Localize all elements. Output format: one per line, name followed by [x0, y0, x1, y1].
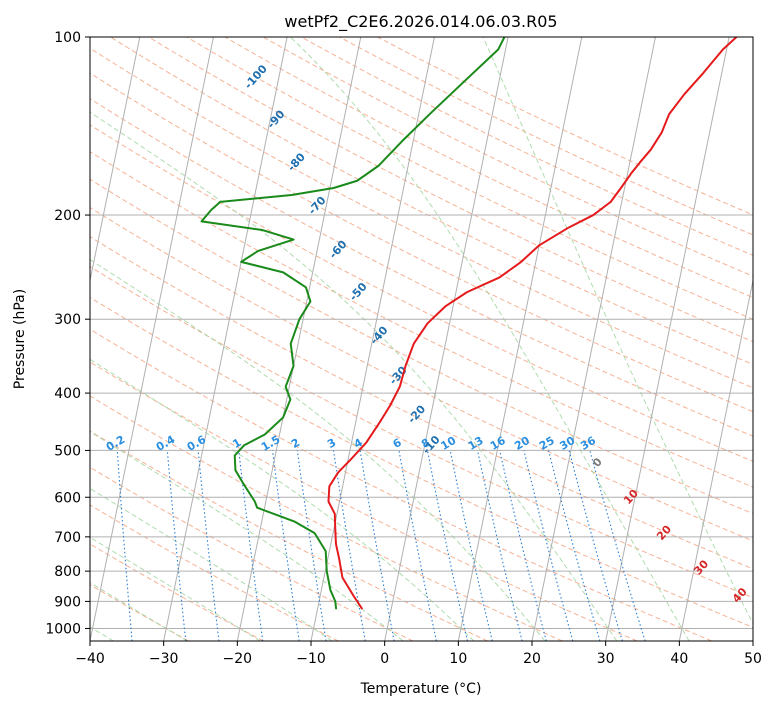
x-tick-label: 50 [744, 651, 762, 667]
dry-adiabat [90, 151, 753, 488]
isotherm [90, 37, 214, 641]
moist-adiabat [482, 37, 753, 625]
x-tick-label: 30 [597, 651, 615, 667]
y-tick-label: 500 [54, 443, 81, 459]
dry-adiabat [224, 37, 753, 299]
mixing-ratio-line [523, 450, 574, 641]
dry-adiabat [90, 236, 753, 570]
x-tick-label: 20 [523, 651, 541, 667]
x-axis: −40 −30 −20 −10 0 10 20 30 40 50 [75, 641, 762, 667]
x-tick-label: −40 [75, 651, 105, 667]
y-tick-label: 200 [54, 208, 81, 224]
isotherm [310, 37, 435, 641]
dry-adiabat [90, 47, 753, 389]
y-tick-label: 100 [54, 30, 81, 46]
dry-adiabat [90, 430, 488, 641]
x-tick-label: −20 [223, 651, 253, 667]
y-axis-title: Pressure (hPa) [12, 289, 28, 389]
moist-adiabats [90, 37, 753, 641]
dry-adiabat [90, 328, 712, 641]
y-tick-label: 800 [54, 564, 81, 580]
mixing-ratio-line [568, 450, 623, 641]
moist-adiabat [90, 487, 333, 641]
y-tick-label: 900 [54, 594, 81, 610]
x-tick-label: −10 [296, 651, 326, 667]
y-tick-label: 700 [54, 530, 81, 546]
mixing-ratio-line [426, 450, 469, 641]
mixing-ratio-lines [116, 450, 646, 641]
plot-area: 0.10.20.40.611.52346810131620253036-100-… [90, 37, 753, 641]
mixing-ratio-line [449, 450, 493, 641]
isotherm [605, 37, 730, 641]
dry-adiabat [148, 37, 753, 343]
isotherm [531, 37, 656, 641]
isotherm [384, 37, 509, 641]
x-axis-title: Temperature (°C) [360, 681, 482, 697]
dry-adiabat [90, 395, 563, 641]
dry-adiabat [90, 178, 753, 515]
y-tick-label: 1000 [45, 621, 81, 637]
y-axis: 1000 900 800 700 600 500 400 300 200 100 [45, 30, 90, 637]
dry-adiabat [90, 504, 339, 641]
isotherms [90, 37, 753, 641]
moist-adiabat [290, 37, 690, 641]
plot-frame [89, 36, 754, 642]
moist-adiabat [90, 431, 404, 641]
dry-adiabat [90, 266, 753, 599]
moist-adiabat [90, 258, 546, 641]
dry-adiabat [186, 37, 753, 320]
mixing-ratio-line [548, 450, 601, 641]
sounding-traces [200, 37, 738, 610]
dry-adiabat [90, 543, 264, 641]
x-tick-label: 40 [670, 651, 688, 667]
isotherm [678, 278, 753, 641]
x-tick-label: −30 [149, 651, 179, 667]
y-tick-label: 600 [54, 490, 81, 506]
y-tick-label: 300 [54, 312, 81, 328]
isotherm [457, 37, 583, 641]
mixing-ratio-line [166, 450, 187, 641]
dry-adiabats [90, 37, 753, 641]
mixing-ratio-line [477, 450, 523, 641]
chart-title: wetPf2_C2E6.2026.014.06.03.R05 [284, 12, 557, 32]
y-tick-label: 400 [54, 386, 81, 402]
moist-adiabat [90, 358, 475, 641]
isotherm [236, 37, 362, 641]
mixing-ratio-line [238, 450, 264, 641]
moist-adiabat [90, 581, 188, 641]
dewpoint-trace [200, 37, 506, 610]
isotherm [163, 37, 288, 641]
mixing-ratio-line [271, 450, 300, 641]
dry-adiabat [110, 37, 753, 365]
pressure-gridlines [90, 37, 753, 629]
dry-adiabat [90, 206, 753, 542]
moist-adiabat [90, 536, 261, 641]
mixing-ratio-line [589, 450, 646, 641]
mixing-ratio-line [197, 450, 220, 641]
temperature-trace [327, 37, 738, 610]
dry-adiabat [90, 361, 638, 641]
x-tick-label: 0 [380, 651, 389, 667]
mixing-ratio-line [296, 450, 327, 641]
moist-adiabat [90, 111, 618, 641]
mixing-ratio-line [499, 450, 547, 641]
mixing-ratio-line [332, 450, 366, 641]
isotherm [90, 37, 141, 284]
x-tick-label: 10 [449, 651, 467, 667]
